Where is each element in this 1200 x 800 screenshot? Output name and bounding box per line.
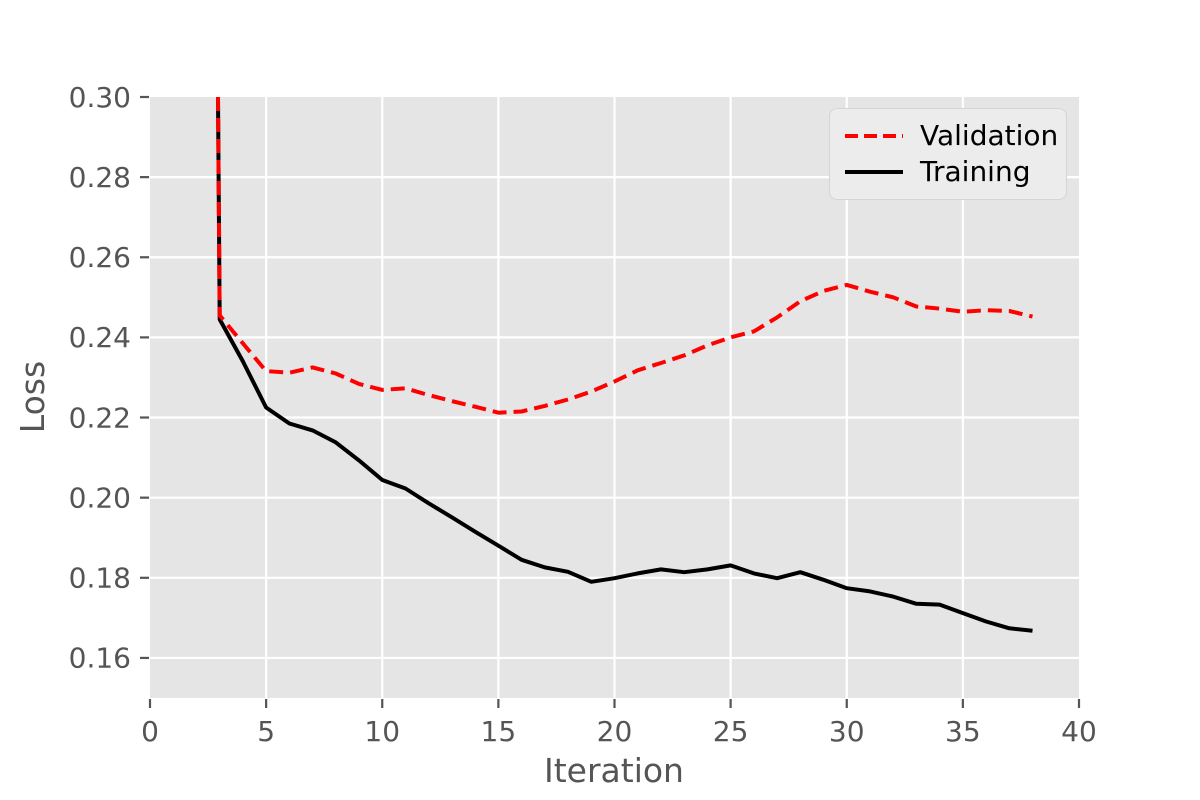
legend-label-validation: Validation: [920, 118, 1059, 152]
tick-labels: 0 5 10 15 20 25 30 35 40 0.16 0.18 0.20 0.22 0.24 0.26…: [69, 81, 1097, 748]
series-line-validation: [216, 97, 1033, 415]
x-tick-label-40: 40: [1061, 715, 1097, 748]
legend: Validation Training: [829, 108, 1067, 200]
y-tick-label-0.20: 0.20: [69, 481, 131, 514]
legend-item-validation: Validation: [845, 118, 1066, 152]
x-tick-label-10: 10: [364, 715, 400, 748]
legend-line-sample-validation: [845, 133, 903, 138]
tick-marks: [140, 95, 1081, 708]
y-axis-label: Loss: [13, 361, 52, 433]
x-tick-label-20: 20: [597, 715, 633, 748]
y-tick-label-0.18: 0.18: [69, 562, 131, 595]
y-tick-label-0.30: 0.30: [69, 81, 131, 114]
legend-line-sample-training: [845, 170, 903, 175]
x-tick-label-35: 35: [945, 715, 981, 748]
y-tick-label-0.26: 0.26: [69, 241, 131, 274]
x-tick-label-30: 30: [829, 715, 865, 748]
legend-item-training: Training: [845, 158, 1066, 186]
x-tick-label-5: 5: [257, 715, 275, 748]
x-tick-label-0: 0: [141, 715, 159, 748]
y-tick-label-0.16: 0.16: [69, 642, 131, 675]
legend-label-training: Training: [920, 155, 1031, 189]
x-axis-label: Iteration: [544, 751, 684, 790]
series-line-training: [216, 97, 1033, 633]
y-tick-label-0.24: 0.24: [69, 321, 131, 354]
gridlines: [150, 97, 1079, 698]
y-tick-label-0.22: 0.22: [69, 401, 131, 434]
x-tick-label-15: 15: [481, 715, 517, 748]
x-tick-label-25: 25: [713, 715, 749, 748]
y-tick-label-0.28: 0.28: [69, 161, 131, 194]
